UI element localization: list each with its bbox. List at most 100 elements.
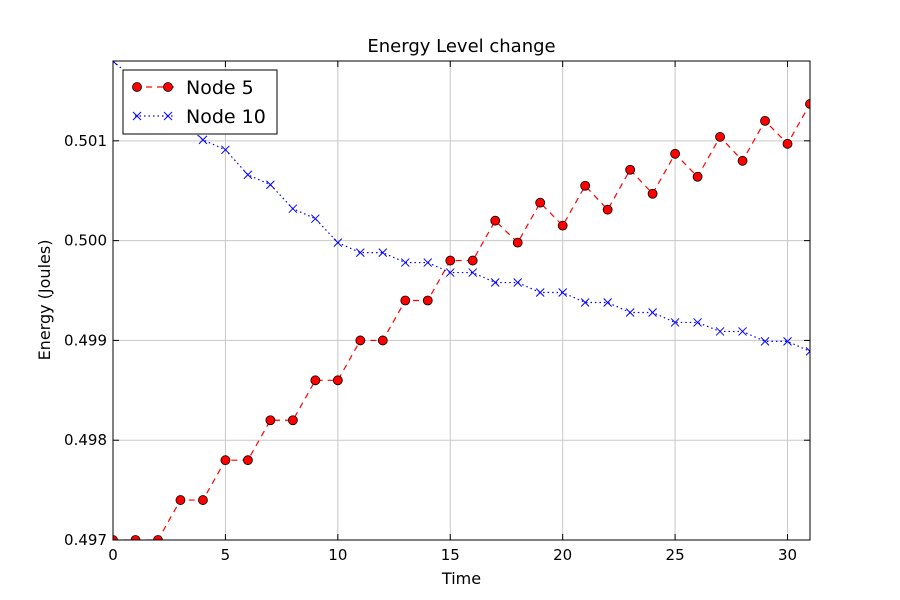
data-point-node-10-stroke-b — [221, 145, 230, 155]
data-point-node-10 — [113, 61, 118, 66]
data-point-node-5 — [355, 335, 366, 346]
data-point-node-5 — [490, 215, 501, 226]
legend-label-node-5: Node 5 — [186, 77, 254, 99]
data-point-node-10 — [378, 248, 388, 257]
data-point-node-5 — [805, 99, 810, 109]
data-point-node-10 — [805, 347, 810, 356]
data-point-node-10-stroke-b — [445, 268, 455, 277]
data-point-node-5 — [512, 237, 523, 248]
data-point-node-5 — [535, 197, 546, 208]
data-point-node-10-stroke-b — [490, 278, 500, 287]
data-point-node-5 — [602, 204, 613, 215]
data-point-node-10 — [738, 327, 747, 336]
data-point-node-5 — [287, 415, 298, 426]
x-tick-label: 0 — [108, 546, 118, 564]
data-point-node-10-stroke-b — [288, 204, 298, 214]
legend-marker-node-5 — [163, 82, 173, 92]
data-point-node-10-stroke-b — [333, 238, 343, 247]
data-point-node-5 — [670, 148, 680, 159]
data-point-node-5 — [113, 535, 118, 540]
data-point-node-5 — [175, 495, 186, 505]
data-point-node-10-stroke-b — [355, 248, 365, 257]
x-tick-label: 10 — [328, 546, 347, 564]
data-point-node-10 — [648, 308, 657, 317]
data-point-node-10 — [625, 308, 635, 317]
data-point-node-5 — [692, 171, 703, 182]
x-tick-label: 30 — [778, 546, 797, 564]
data-point-node-10-stroke-b — [670, 318, 680, 327]
data-point-node-5 — [782, 138, 793, 149]
data-point-node-5 — [557, 220, 568, 231]
data-point-node-5 — [467, 255, 478, 266]
legend-marker-node-10-stroke-b — [132, 111, 142, 121]
data-point-node-10-stroke-b — [558, 288, 568, 297]
data-point-node-10-stroke-b — [513, 278, 523, 287]
data-point-node-5 — [760, 115, 770, 126]
x-tick-label: 20 — [553, 546, 572, 564]
axis-ticks: 0 5 10 15 20 25 30 0.497 0.498 0.499 0.500 0.501 — [64, 61, 810, 564]
y-axis-label: Energy (Joules) — [35, 240, 54, 361]
data-point-node-10 — [445, 268, 455, 277]
data-point-node-5 — [715, 131, 725, 142]
data-point-node-5 — [647, 188, 658, 199]
plot-frame — [112, 60, 811, 541]
data-point-node-10-stroke-b — [648, 308, 657, 317]
data-point-node-5 — [153, 535, 163, 540]
data-point-node-10-stroke-b — [266, 180, 275, 190]
data-point-node-5 — [332, 375, 343, 386]
data-point-node-5 — [310, 375, 321, 386]
data-point-node-10-stroke-b — [715, 327, 725, 336]
data-point-node-10-stroke-b — [625, 308, 635, 317]
data-point-node-5 — [737, 155, 748, 166]
data-point-node-10-stroke-b — [738, 327, 747, 336]
data-point-node-10 — [715, 327, 725, 336]
data-point-node-10-stroke-b — [760, 337, 770, 346]
data-point-node-10-stroke-a — [113, 61, 118, 66]
data-point-node-5 — [198, 495, 208, 505]
data-point-node-10-stroke-b — [378, 248, 388, 257]
data-point-node-10 — [221, 145, 230, 155]
data-point-node-10 — [423, 258, 433, 267]
y-tick-label: 0.498 — [64, 431, 107, 449]
legend-label-node-10: Node 10 — [186, 106, 266, 128]
data-point-node-10-stroke-b — [783, 337, 792, 346]
y-tick-label: 0.501 — [64, 132, 107, 150]
data-point-node-10 — [198, 135, 208, 145]
data-point-node-10-stroke-b — [603, 298, 612, 307]
grid-lines — [112, 61, 810, 541]
data-point-node-10-stroke-b — [468, 268, 478, 277]
x-tick-label: 5 — [221, 546, 231, 564]
data-point-node-10 — [490, 278, 500, 287]
data-point-node-10-stroke-a — [805, 347, 810, 353]
legend: Node 5 Node 10 — [122, 69, 278, 135]
legend-marker-node-10 — [163, 111, 173, 121]
data-point-node-5 — [445, 255, 456, 266]
data-point-node-10 — [333, 238, 343, 247]
data-point-node-5 — [625, 164, 636, 175]
data-point-node-10 — [288, 204, 298, 214]
data-point-node-10 — [760, 337, 770, 346]
data-point-node-10-stroke-b — [580, 298, 590, 307]
data-point-node-10-stroke-b — [400, 258, 410, 267]
data-point-node-10 — [513, 278, 523, 287]
series-node-10 — [113, 61, 810, 356]
legend-marker-node-5 — [132, 82, 142, 92]
x-axis-label: Time — [441, 569, 481, 588]
y-tick-label: 0.499 — [64, 331, 107, 349]
data-point-node-10 — [603, 298, 612, 307]
data-point-node-5 — [243, 455, 253, 466]
legend-box — [122, 69, 278, 135]
y-tick-label: 0.497 — [64, 531, 107, 549]
data-point-node-10 — [558, 288, 568, 297]
data-point-node-10-stroke-b — [535, 288, 545, 297]
data-point-node-5 — [130, 535, 141, 540]
data-point-node-5 — [400, 295, 411, 306]
data-point-node-5 — [422, 295, 433, 306]
data-point-node-10-stroke-b — [311, 214, 320, 224]
data-point-node-5 — [265, 415, 276, 426]
data-point-node-10 — [535, 288, 545, 297]
data-point-node-10-stroke-b — [805, 350, 810, 356]
legend-marker-node-10-stroke-b — [163, 111, 173, 121]
series-node-5 — [113, 99, 810, 540]
